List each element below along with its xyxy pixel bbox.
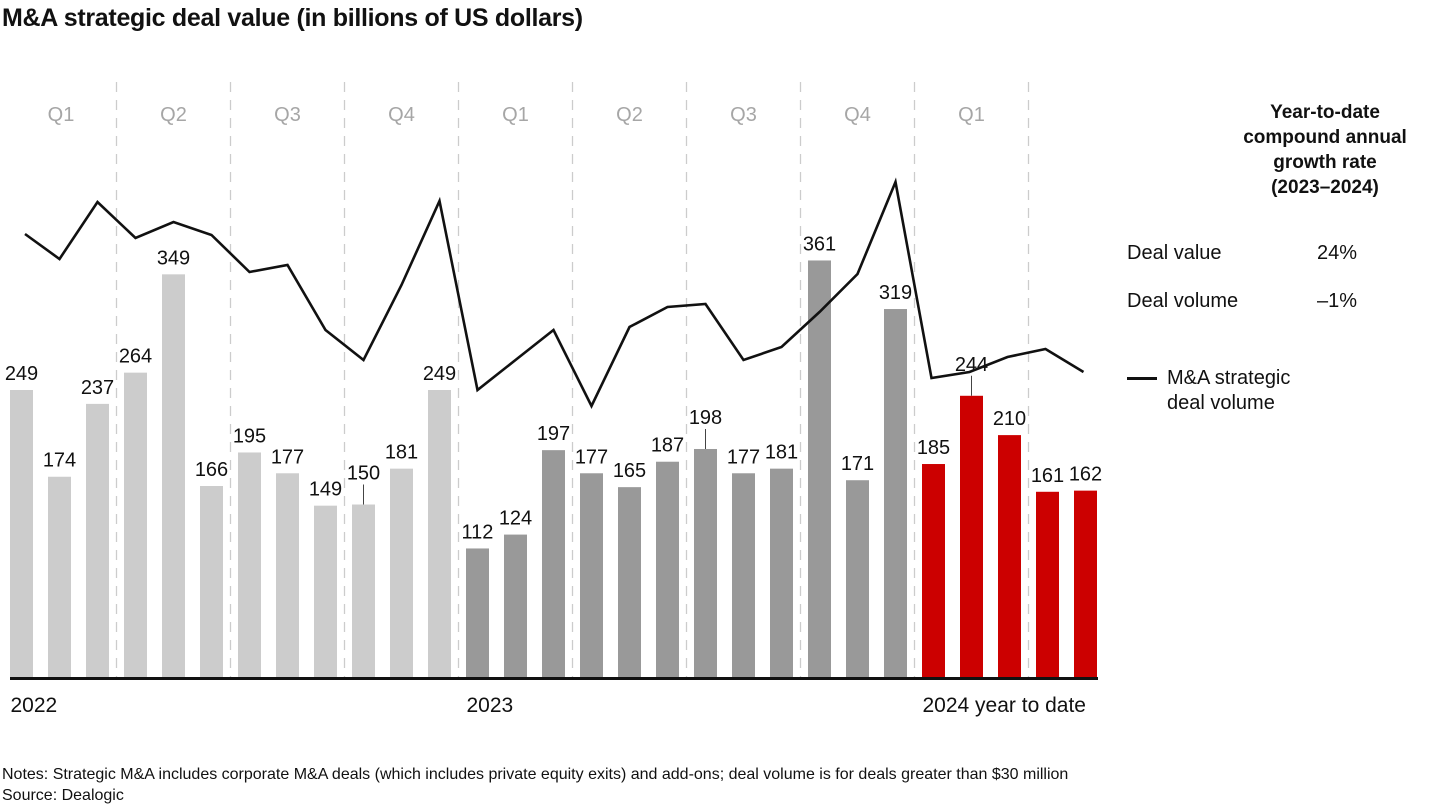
bar xyxy=(200,486,223,678)
bar-value-label: 174 xyxy=(43,450,76,472)
bar xyxy=(1036,491,1059,678)
chart-title: M&A strategic deal value (in billions of… xyxy=(2,4,583,32)
bar-value-label: 124 xyxy=(499,508,532,530)
stat-value: –1% xyxy=(1316,290,1357,312)
cagr-heading-line: (2023–2024) xyxy=(1271,177,1379,198)
bar-value-label: 361 xyxy=(803,233,836,255)
bar-value-label: 112 xyxy=(462,521,494,543)
year-label: 2023 xyxy=(467,694,514,717)
bar-value-label: 349 xyxy=(157,247,190,269)
bar xyxy=(162,274,185,678)
bar xyxy=(314,505,337,678)
bar-value-label: 181 xyxy=(765,442,798,464)
bar-value-label: 244 xyxy=(955,354,988,376)
quarter-dividers xyxy=(115,82,1030,678)
bar xyxy=(770,468,793,678)
source-text: Source: Dealogic xyxy=(2,787,124,804)
bar xyxy=(618,487,641,678)
bar xyxy=(732,473,755,678)
year-labels: 2022 2023 2024 year to date xyxy=(11,694,1086,717)
bar-value-label: 249 xyxy=(5,363,38,385)
legend-label: M&A strategic deal volume xyxy=(1167,366,1387,416)
bar-value-label: 210 xyxy=(993,408,1026,430)
bar xyxy=(352,504,375,678)
bar xyxy=(390,468,413,678)
bar xyxy=(960,395,983,678)
bar-value-label: 195 xyxy=(233,425,266,447)
year-label: 2022 xyxy=(11,694,58,717)
bars xyxy=(10,260,1097,678)
quarter-label: Q1 xyxy=(958,104,985,126)
stat-value: 24% xyxy=(1316,242,1357,264)
bar xyxy=(124,372,147,678)
bar-value-label: 177 xyxy=(727,446,760,468)
cagr-heading-line: Year-to-date xyxy=(1270,102,1380,123)
bar-value-label: 161 xyxy=(1031,465,1064,487)
bar xyxy=(86,403,109,678)
bar-value-label: 177 xyxy=(271,446,304,468)
bar xyxy=(656,461,679,678)
bar-value-label: 187 xyxy=(651,435,684,457)
bar-value-label: 149 xyxy=(309,479,342,501)
bar-value-label: 319 xyxy=(879,282,912,304)
bar xyxy=(884,309,907,678)
quarter-label: Q2 xyxy=(616,104,643,126)
bar xyxy=(694,448,717,678)
cagr-heading: Year-to-date compound annual growth rate… xyxy=(1205,100,1440,200)
cagr-heading-line: growth rate xyxy=(1273,152,1377,173)
quarter-label: Q3 xyxy=(730,104,757,126)
bar-value-label: 197 xyxy=(537,423,570,445)
legend-label-line: M&A strategic xyxy=(1167,367,1291,389)
quarter-label: Q3 xyxy=(274,104,301,126)
legend-line-swatch xyxy=(1127,377,1157,380)
bar xyxy=(998,435,1021,678)
bar-value-label: 264 xyxy=(119,346,152,368)
bar xyxy=(1074,490,1097,678)
bar-value-label: 177 xyxy=(575,446,608,468)
stat-label: Deal volume xyxy=(1127,290,1239,312)
leader-lines xyxy=(363,375,972,505)
bar-value-label: 181 xyxy=(385,442,418,464)
year-label: 2024 year to date xyxy=(923,694,1086,717)
bar xyxy=(846,480,869,678)
bar xyxy=(238,452,261,678)
legend-label-line: deal volume xyxy=(1167,392,1275,414)
notes-text: Notes: Strategic M&A includes corporate … xyxy=(2,766,1069,783)
bar-value-labels: 2491742372643491661951771491501812491121… xyxy=(5,233,1102,543)
bar xyxy=(466,548,489,678)
bar-value-label: 162 xyxy=(1069,464,1102,486)
quarter-label: Q4 xyxy=(388,104,415,126)
bar-value-label: 237 xyxy=(81,377,114,399)
bar xyxy=(808,260,831,678)
bar-value-label: 165 xyxy=(613,460,646,482)
bar-value-label: 185 xyxy=(917,437,950,459)
stat-label: Deal value xyxy=(1127,242,1222,264)
bar xyxy=(276,473,299,678)
quarter-label: Q1 xyxy=(502,104,529,126)
bar-value-label: 249 xyxy=(423,363,456,385)
quarter-labels: Q1 Q2 Q3 Q4 Q1 Q2 Q3 Q4 Q1 xyxy=(48,104,985,126)
cagr-heading-line: compound annual xyxy=(1243,127,1407,148)
quarter-label: Q2 xyxy=(160,104,187,126)
bar xyxy=(580,473,603,678)
footnotes: Notes: Strategic M&A includes corporate … xyxy=(2,764,1068,806)
bar xyxy=(48,476,71,678)
quarter-label: Q4 xyxy=(844,104,871,126)
bar xyxy=(542,450,565,678)
bar xyxy=(922,464,945,678)
quarter-label: Q1 xyxy=(48,104,75,126)
bar-value-label: 150 xyxy=(347,463,380,485)
bar xyxy=(428,390,451,678)
bar-value-label: 171 xyxy=(841,453,874,475)
deal-volume-line xyxy=(24,177,1085,409)
bar xyxy=(10,390,33,678)
bar-value-label: 198 xyxy=(689,407,722,429)
bar-value-label: 166 xyxy=(195,459,228,481)
bar xyxy=(504,534,527,678)
